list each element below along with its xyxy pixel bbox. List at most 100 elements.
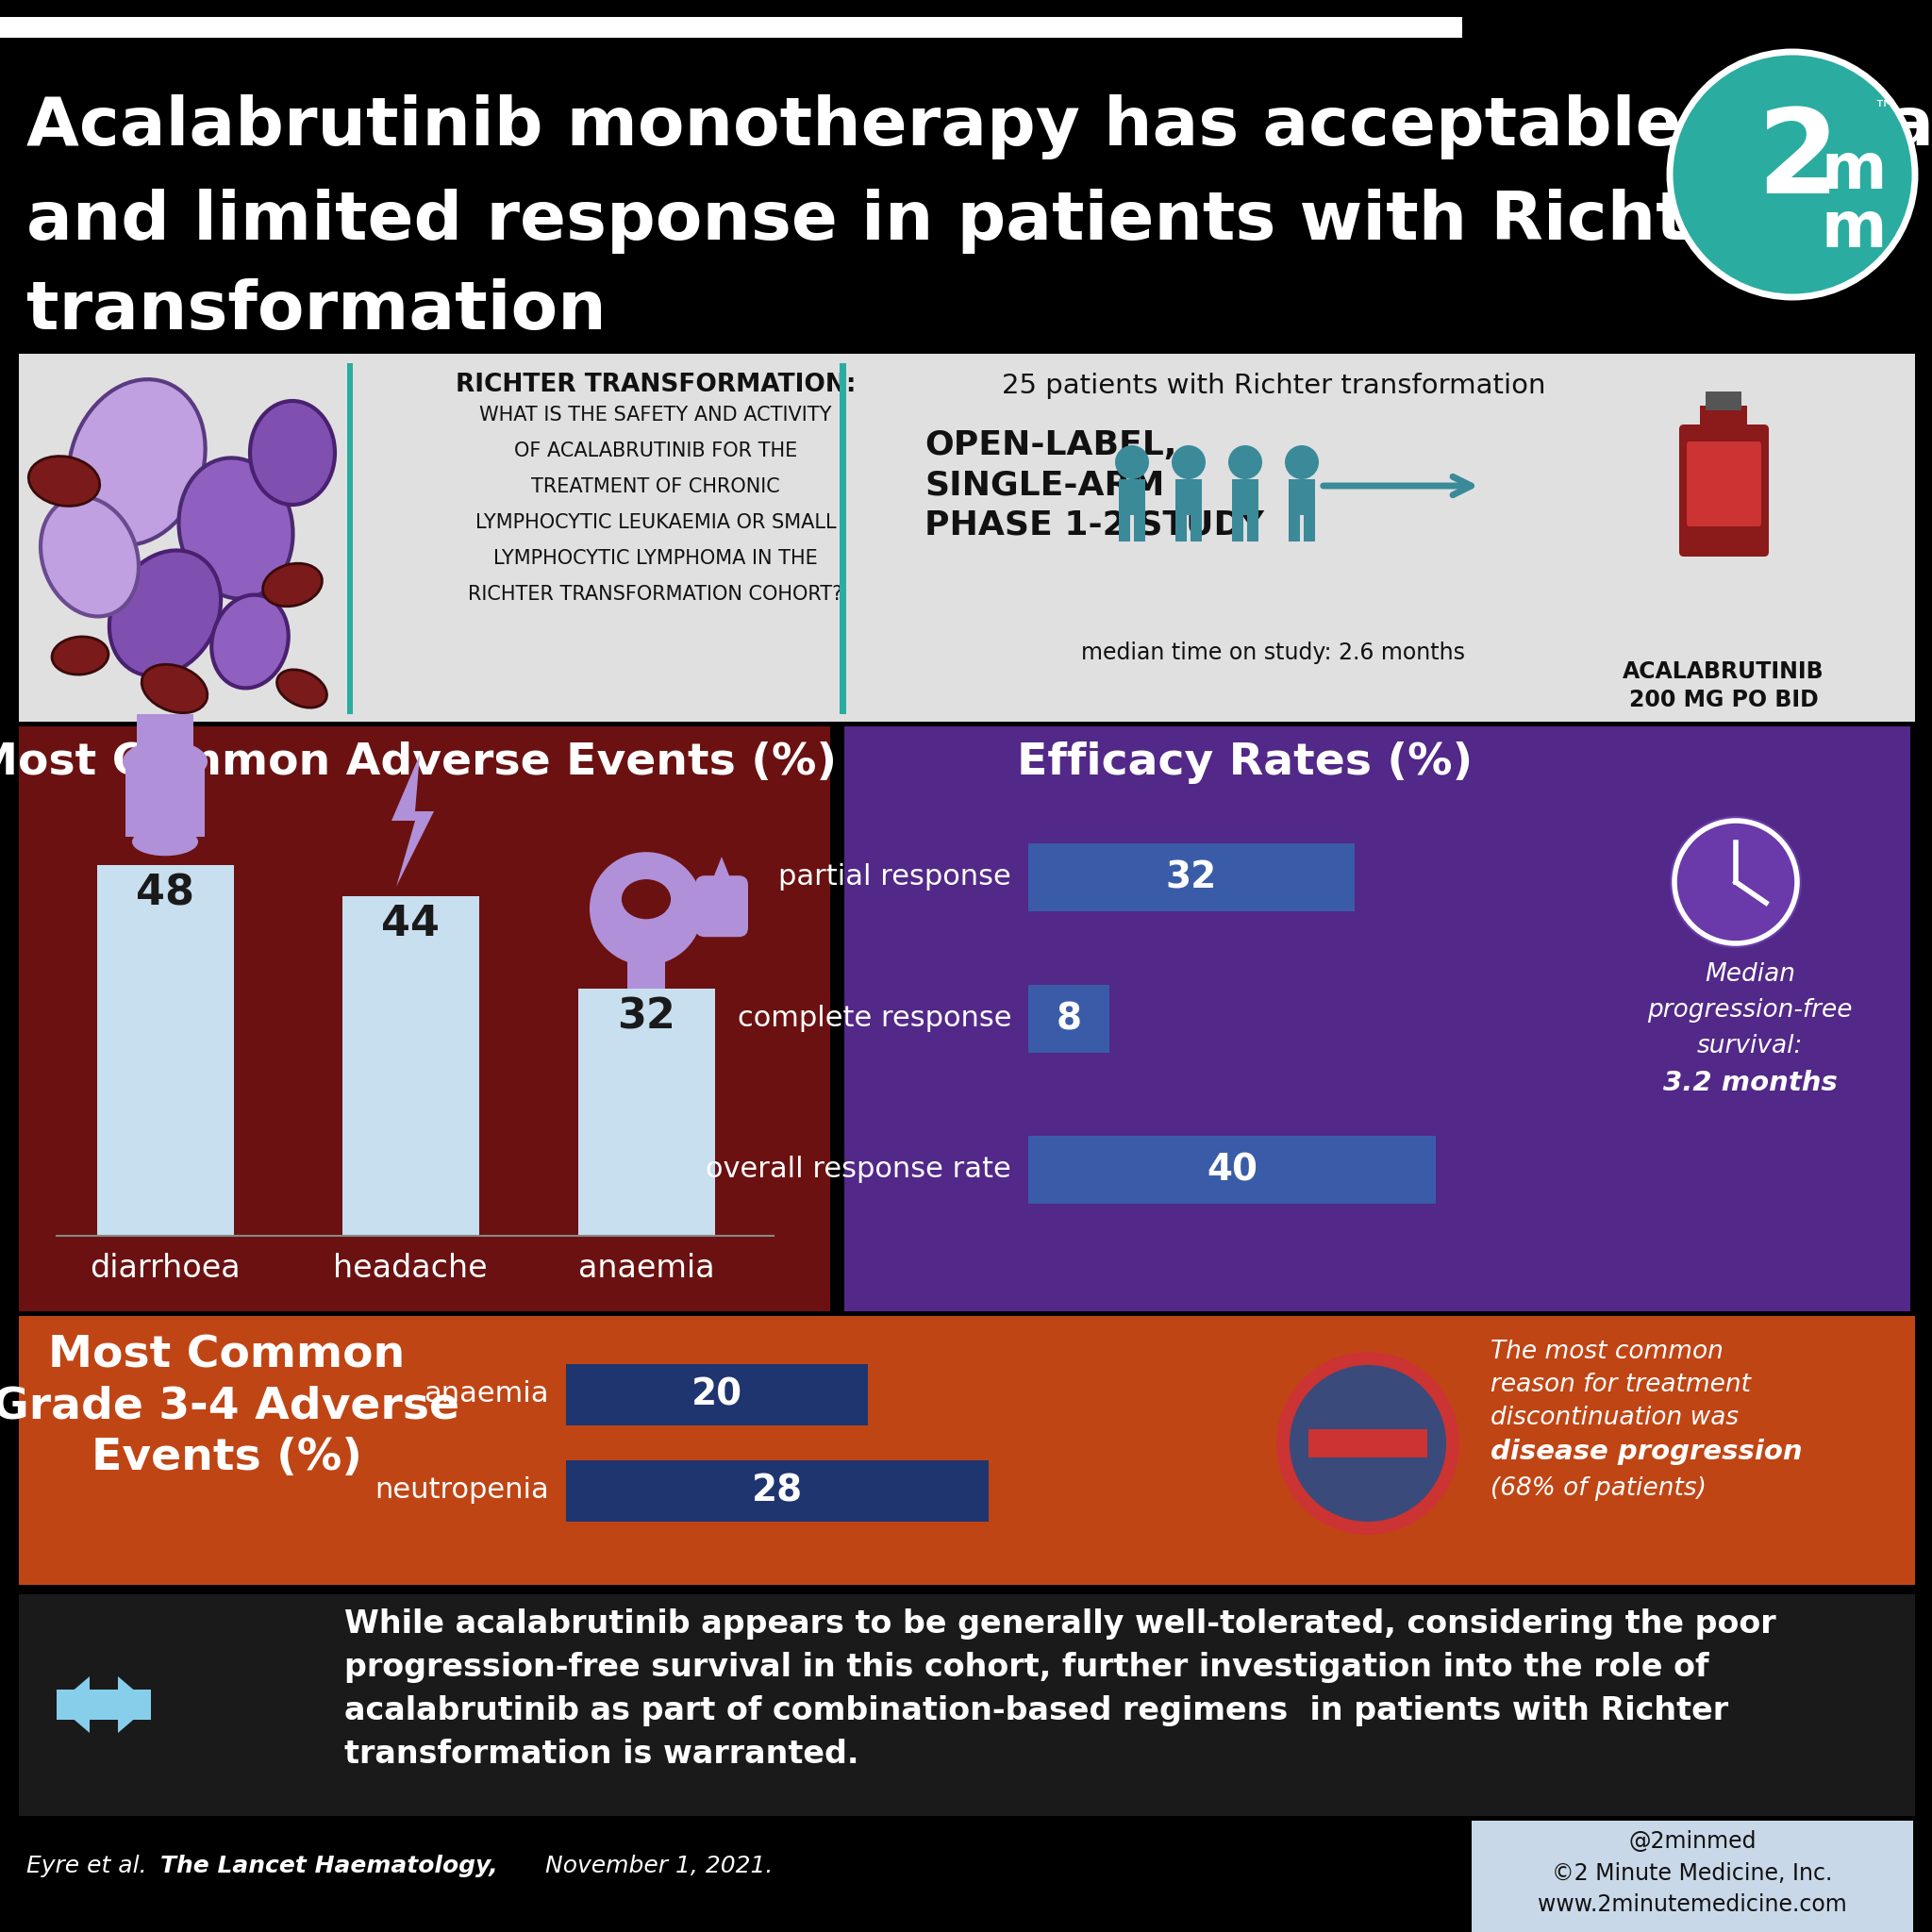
Bar (566, 1364, 867, 1426)
Text: survival:: survival: (1696, 1034, 1803, 1059)
Text: 48: 48 (135, 873, 195, 914)
Ellipse shape (263, 564, 323, 607)
Bar (19, 354, 1915, 723)
Text: progression-free: progression-free (1648, 999, 1853, 1022)
Text: Median: Median (1704, 962, 1795, 987)
Bar (566, 1461, 989, 1522)
Circle shape (1285, 444, 1320, 479)
Ellipse shape (131, 827, 199, 856)
Text: 8: 8 (1057, 1001, 1082, 1037)
Ellipse shape (180, 458, 294, 599)
Text: 32: 32 (1165, 860, 1217, 895)
Circle shape (1669, 815, 1803, 949)
Text: (68% of patients): (68% of patients) (1490, 1476, 1706, 1501)
Text: transformation: transformation (27, 278, 607, 344)
Text: 3.2 months: 3.2 months (1663, 1070, 1837, 1095)
Text: OF ACALABRUTINIB FOR THE: OF ACALABRUTINIB FOR THE (514, 442, 798, 460)
Text: m: m (1820, 139, 1886, 201)
Bar (1248, 516, 1258, 541)
Bar (1134, 516, 1146, 541)
Bar (137, 715, 193, 767)
Bar (1308, 1430, 1428, 1457)
Bar (1190, 516, 1202, 541)
Text: Most Common Adverse Events (%): Most Common Adverse Events (%) (0, 742, 837, 784)
Ellipse shape (249, 402, 334, 504)
Text: reason for treatment: reason for treatment (1490, 1372, 1750, 1397)
Ellipse shape (276, 670, 327, 707)
Text: 32: 32 (616, 997, 676, 1037)
Text: ™: ™ (1872, 99, 1897, 122)
Text: Eyre et al.: Eyre et al. (27, 1855, 155, 1878)
Bar (1175, 516, 1186, 541)
Bar (0, 0, 1932, 350)
Text: neutropenia: neutropenia (375, 1476, 549, 1505)
Polygon shape (705, 856, 738, 898)
Text: overall response rate: overall response rate (705, 1155, 1010, 1184)
Bar (1175, 479, 1202, 516)
Bar (0, 1820, 1932, 1932)
Text: and limited response in patients with Richter: and limited response in patients with Ri… (27, 189, 1768, 253)
Text: WHAT IS THE SAFETY AND ACTIVITY: WHAT IS THE SAFETY AND ACTIVITY (479, 406, 833, 425)
Circle shape (1283, 1358, 1453, 1528)
Text: 40: 40 (1208, 1151, 1258, 1188)
Bar (97, 866, 234, 1236)
Bar (1119, 516, 1130, 541)
Ellipse shape (141, 665, 207, 713)
Ellipse shape (211, 595, 288, 688)
Ellipse shape (122, 740, 207, 782)
Bar (19, 1594, 1915, 1816)
FancyArrow shape (56, 1677, 151, 1733)
Bar (1028, 844, 1354, 912)
Text: RICHTER TRANSFORMATION:: RICHTER TRANSFORMATION: (456, 373, 856, 398)
Bar (19, 1316, 1915, 1584)
Bar (348, 363, 354, 715)
Text: diarrhoea: diarrhoea (89, 1252, 240, 1285)
Bar (0, 17, 1463, 39)
Text: While acalabrutinib appears to be generally well-tolerated, considering the poor: While acalabrutinib appears to be genera… (344, 1609, 1776, 1770)
Text: November 1, 2021.: November 1, 2021. (537, 1855, 773, 1878)
Text: anaemia: anaemia (423, 1381, 549, 1408)
Bar (840, 363, 846, 715)
Text: LYMPHOCYTIC LEUKAEMIA OR SMALL: LYMPHOCYTIC LEUKAEMIA OR SMALL (475, 514, 837, 531)
FancyBboxPatch shape (1679, 425, 1770, 556)
Text: LYMPHOCYTIC LYMPHOMA IN THE: LYMPHOCYTIC LYMPHOMA IN THE (493, 549, 817, 568)
Bar (1233, 516, 1244, 541)
Bar (578, 989, 715, 1236)
Bar (628, 960, 665, 989)
Text: ACALABRUTINIB
200 MG PO BID: ACALABRUTINIB 200 MG PO BID (1623, 661, 1824, 711)
FancyArrow shape (56, 1677, 151, 1733)
Bar (342, 896, 479, 1236)
Bar (19, 726, 831, 1312)
Bar (1028, 985, 1109, 1053)
Text: 44: 44 (381, 904, 440, 945)
Circle shape (1669, 52, 1915, 298)
FancyBboxPatch shape (1687, 442, 1762, 526)
Ellipse shape (29, 456, 100, 506)
Text: complete response: complete response (738, 1005, 1010, 1032)
Bar (1472, 1820, 1913, 1932)
Polygon shape (392, 755, 435, 887)
Ellipse shape (620, 877, 672, 920)
Text: median time on study: 2.6 months: median time on study: 2.6 months (1082, 641, 1466, 665)
Ellipse shape (110, 551, 220, 676)
Bar (1119, 479, 1146, 516)
Bar (1289, 479, 1316, 516)
Text: 20: 20 (692, 1376, 742, 1412)
Circle shape (1115, 444, 1150, 479)
Circle shape (1171, 444, 1206, 479)
FancyBboxPatch shape (696, 875, 748, 937)
Text: anaemia: anaemia (578, 1252, 715, 1285)
Text: discontinuation was: discontinuation was (1490, 1406, 1739, 1430)
Ellipse shape (68, 379, 205, 545)
Text: m: m (1820, 199, 1886, 261)
Circle shape (1229, 444, 1262, 479)
Bar (1028, 1136, 1435, 1204)
Text: partial response: partial response (779, 864, 1010, 891)
Ellipse shape (41, 497, 139, 616)
Bar (844, 726, 1911, 1312)
Text: 2: 2 (1756, 104, 1839, 218)
Text: TREATMENT OF CHRONIC: TREATMENT OF CHRONIC (531, 477, 781, 497)
Bar (1289, 516, 1300, 541)
Text: Acalabrutinib monotherapy has acceptable tolerability: Acalabrutinib monotherapy has acceptable… (27, 95, 1932, 160)
Circle shape (589, 852, 703, 966)
